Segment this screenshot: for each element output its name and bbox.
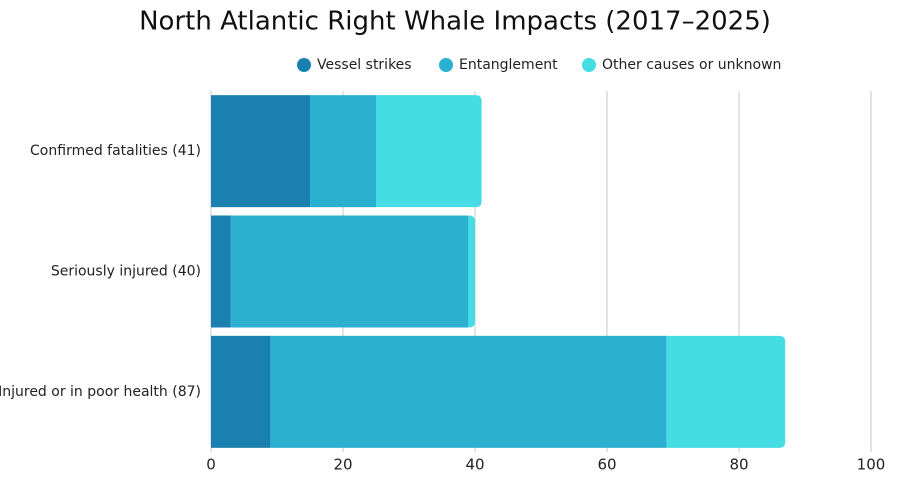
bar-segment [310, 95, 376, 208]
y-tick-label: Seriously injured (40) [51, 264, 201, 280]
bar-segment [376, 95, 482, 208]
legend-label: Vessel strikes [317, 57, 412, 73]
x-tick-label: 40 [465, 456, 484, 474]
x-tick-label: 60 [597, 456, 616, 474]
bar-segment [666, 335, 786, 448]
bar-segment [270, 335, 667, 448]
bar-segment [211, 95, 310, 208]
x-tick-label: 20 [333, 456, 352, 474]
x-tick-label: 80 [729, 456, 748, 474]
legend-marker [439, 58, 453, 72]
bar-segment [211, 335, 271, 448]
legend-label: Entanglement [459, 57, 558, 73]
bar-segment [468, 215, 475, 328]
y-tick-label: Injured or in poor health (87) [0, 384, 201, 400]
legend-marker [297, 58, 311, 72]
y-tick-label: Confirmed fatalities (41) [30, 143, 201, 159]
chart-title: North Atlantic Right Whale Impacts (2017… [139, 7, 771, 37]
bar-segment [211, 215, 231, 328]
x-tick-label: 100 [857, 456, 886, 474]
bar-segment [230, 215, 469, 328]
legend-label: Other causes or unknown [602, 57, 781, 73]
legend-marker [582, 58, 596, 72]
x-tick-label: 0 [206, 456, 216, 474]
